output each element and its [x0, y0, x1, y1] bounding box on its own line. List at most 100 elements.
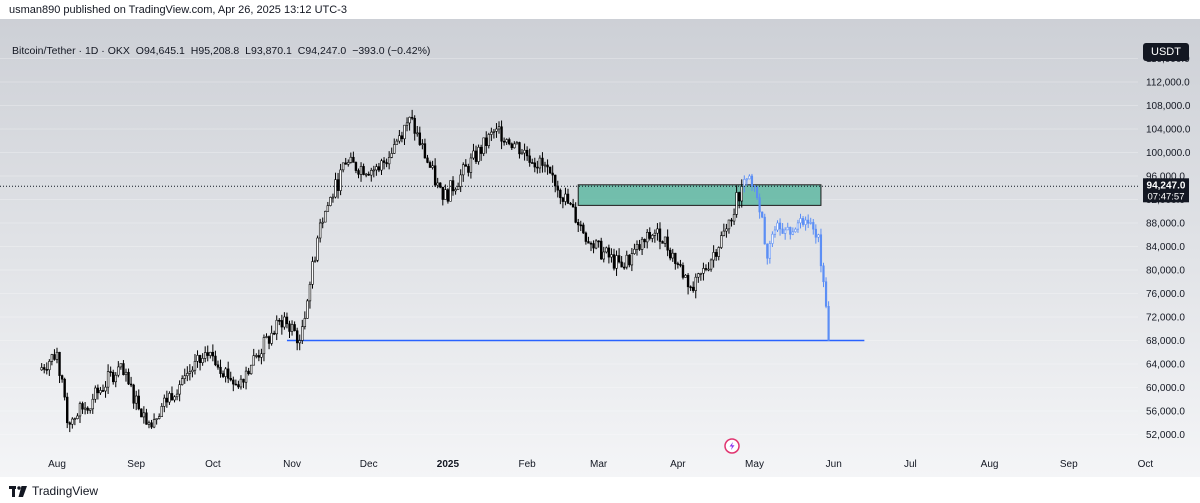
candle-body	[362, 166, 365, 175]
candle-body	[819, 234, 823, 267]
price-chart[interactable]: 116,000.0112,000.0108,000.0104,000.0100,…	[0, 19, 1200, 477]
candle-body	[209, 351, 212, 356]
candle-body	[68, 422, 71, 425]
tradingview-brand[interactable]: TradingView	[9, 484, 98, 498]
candle-body	[334, 179, 337, 198]
brand-name: TradingView	[32, 484, 99, 498]
lightning-icon	[729, 442, 735, 450]
candle-body	[510, 143, 513, 149]
chart-area[interactable]: 116,000.0112,000.0108,000.0104,000.0100,…	[0, 19, 1200, 477]
candle-body	[748, 175, 751, 180]
candle-body	[211, 351, 215, 357]
candle-body	[559, 189, 562, 199]
candle-body	[536, 166, 539, 169]
resistance-zone[interactable]	[577, 184, 822, 206]
candle-body	[556, 185, 559, 191]
candle-body	[676, 263, 680, 265]
candle-body	[272, 332, 276, 335]
candle-body	[755, 186, 759, 198]
candle-body	[525, 149, 529, 157]
candle-body	[786, 226, 789, 231]
candle-body	[50, 354, 54, 362]
candle-body	[163, 397, 166, 407]
candle-body	[492, 130, 496, 133]
candle-body	[150, 422, 153, 428]
candle-body	[727, 219, 731, 230]
candle-body	[561, 197, 565, 202]
candle-body	[48, 361, 51, 371]
candle-body	[83, 407, 87, 410]
candle-body	[221, 373, 225, 377]
candle-body	[280, 320, 284, 328]
y-tick-label: 100,000.0	[1146, 148, 1191, 159]
candle-body	[216, 364, 220, 368]
candle-body	[43, 367, 46, 370]
currency-button[interactable]: USDT	[1143, 43, 1189, 61]
candle-body	[140, 408, 143, 418]
candle-body	[625, 254, 628, 268]
candle-body	[428, 162, 432, 168]
candle-body	[725, 228, 728, 232]
candle-body	[40, 367, 43, 371]
y-tick-label: 80,000.0	[1146, 266, 1185, 277]
candle-body	[505, 139, 508, 143]
candle-body	[730, 219, 733, 222]
candle-body	[421, 143, 424, 145]
candle-body	[479, 146, 483, 154]
candle-body	[776, 222, 779, 231]
candle-body	[431, 165, 434, 168]
candle-body	[132, 384, 135, 404]
candle-body	[344, 162, 347, 165]
candle-body	[589, 242, 593, 245]
candle-body	[495, 128, 498, 132]
candle-body	[400, 135, 404, 140]
resistance-zone-rect[interactable]	[577, 184, 822, 206]
candle-body	[541, 157, 544, 166]
candle-body	[283, 316, 286, 328]
candle-body	[214, 355, 217, 366]
x-tick-label: Jun	[826, 459, 842, 470]
candle-body	[267, 336, 271, 344]
candle-body	[135, 395, 138, 404]
candle-body	[712, 252, 715, 261]
candle-body	[395, 140, 399, 145]
candle-body	[564, 193, 567, 202]
candle-body	[367, 173, 370, 176]
candle-body	[577, 222, 580, 226]
candle-body	[226, 368, 230, 379]
candle-body	[436, 182, 439, 186]
candle-body	[789, 226, 792, 235]
candle-body	[533, 162, 536, 168]
candle-body	[490, 131, 493, 135]
candle-body	[801, 218, 805, 225]
event-marker[interactable]	[724, 438, 740, 454]
candle-body	[799, 218, 802, 224]
candle-body	[771, 233, 774, 244]
candle-body	[398, 135, 401, 142]
candle-body	[681, 265, 685, 278]
candle-body	[768, 243, 771, 259]
candle-body	[188, 371, 192, 374]
candle-body	[574, 206, 577, 223]
candle-body	[691, 286, 695, 291]
candle-body	[646, 231, 649, 243]
candle-body	[262, 337, 266, 355]
candle-body	[587, 241, 590, 244]
candle-body	[198, 355, 202, 364]
candle-body	[81, 403, 84, 410]
candle-body	[528, 155, 531, 163]
y-tick-label: 112,000.0	[1146, 78, 1190, 89]
candle-body	[464, 164, 467, 167]
candle-body	[265, 336, 268, 338]
candle-body	[827, 306, 830, 341]
candle-body	[193, 360, 197, 371]
time-axis[interactable]: Aug Sep Oct Nov Dec 2025 Feb Mar Apr May Jun Jul Aug…	[48, 459, 1153, 470]
candle-body	[408, 116, 411, 124]
candle-body	[822, 265, 825, 283]
y-tick-label: 104,000.0	[1146, 125, 1191, 136]
candle-body	[758, 197, 761, 213]
candle-body	[554, 174, 557, 187]
candle-body	[104, 386, 107, 392]
candle-body	[91, 398, 94, 410]
candle-body	[66, 396, 69, 424]
